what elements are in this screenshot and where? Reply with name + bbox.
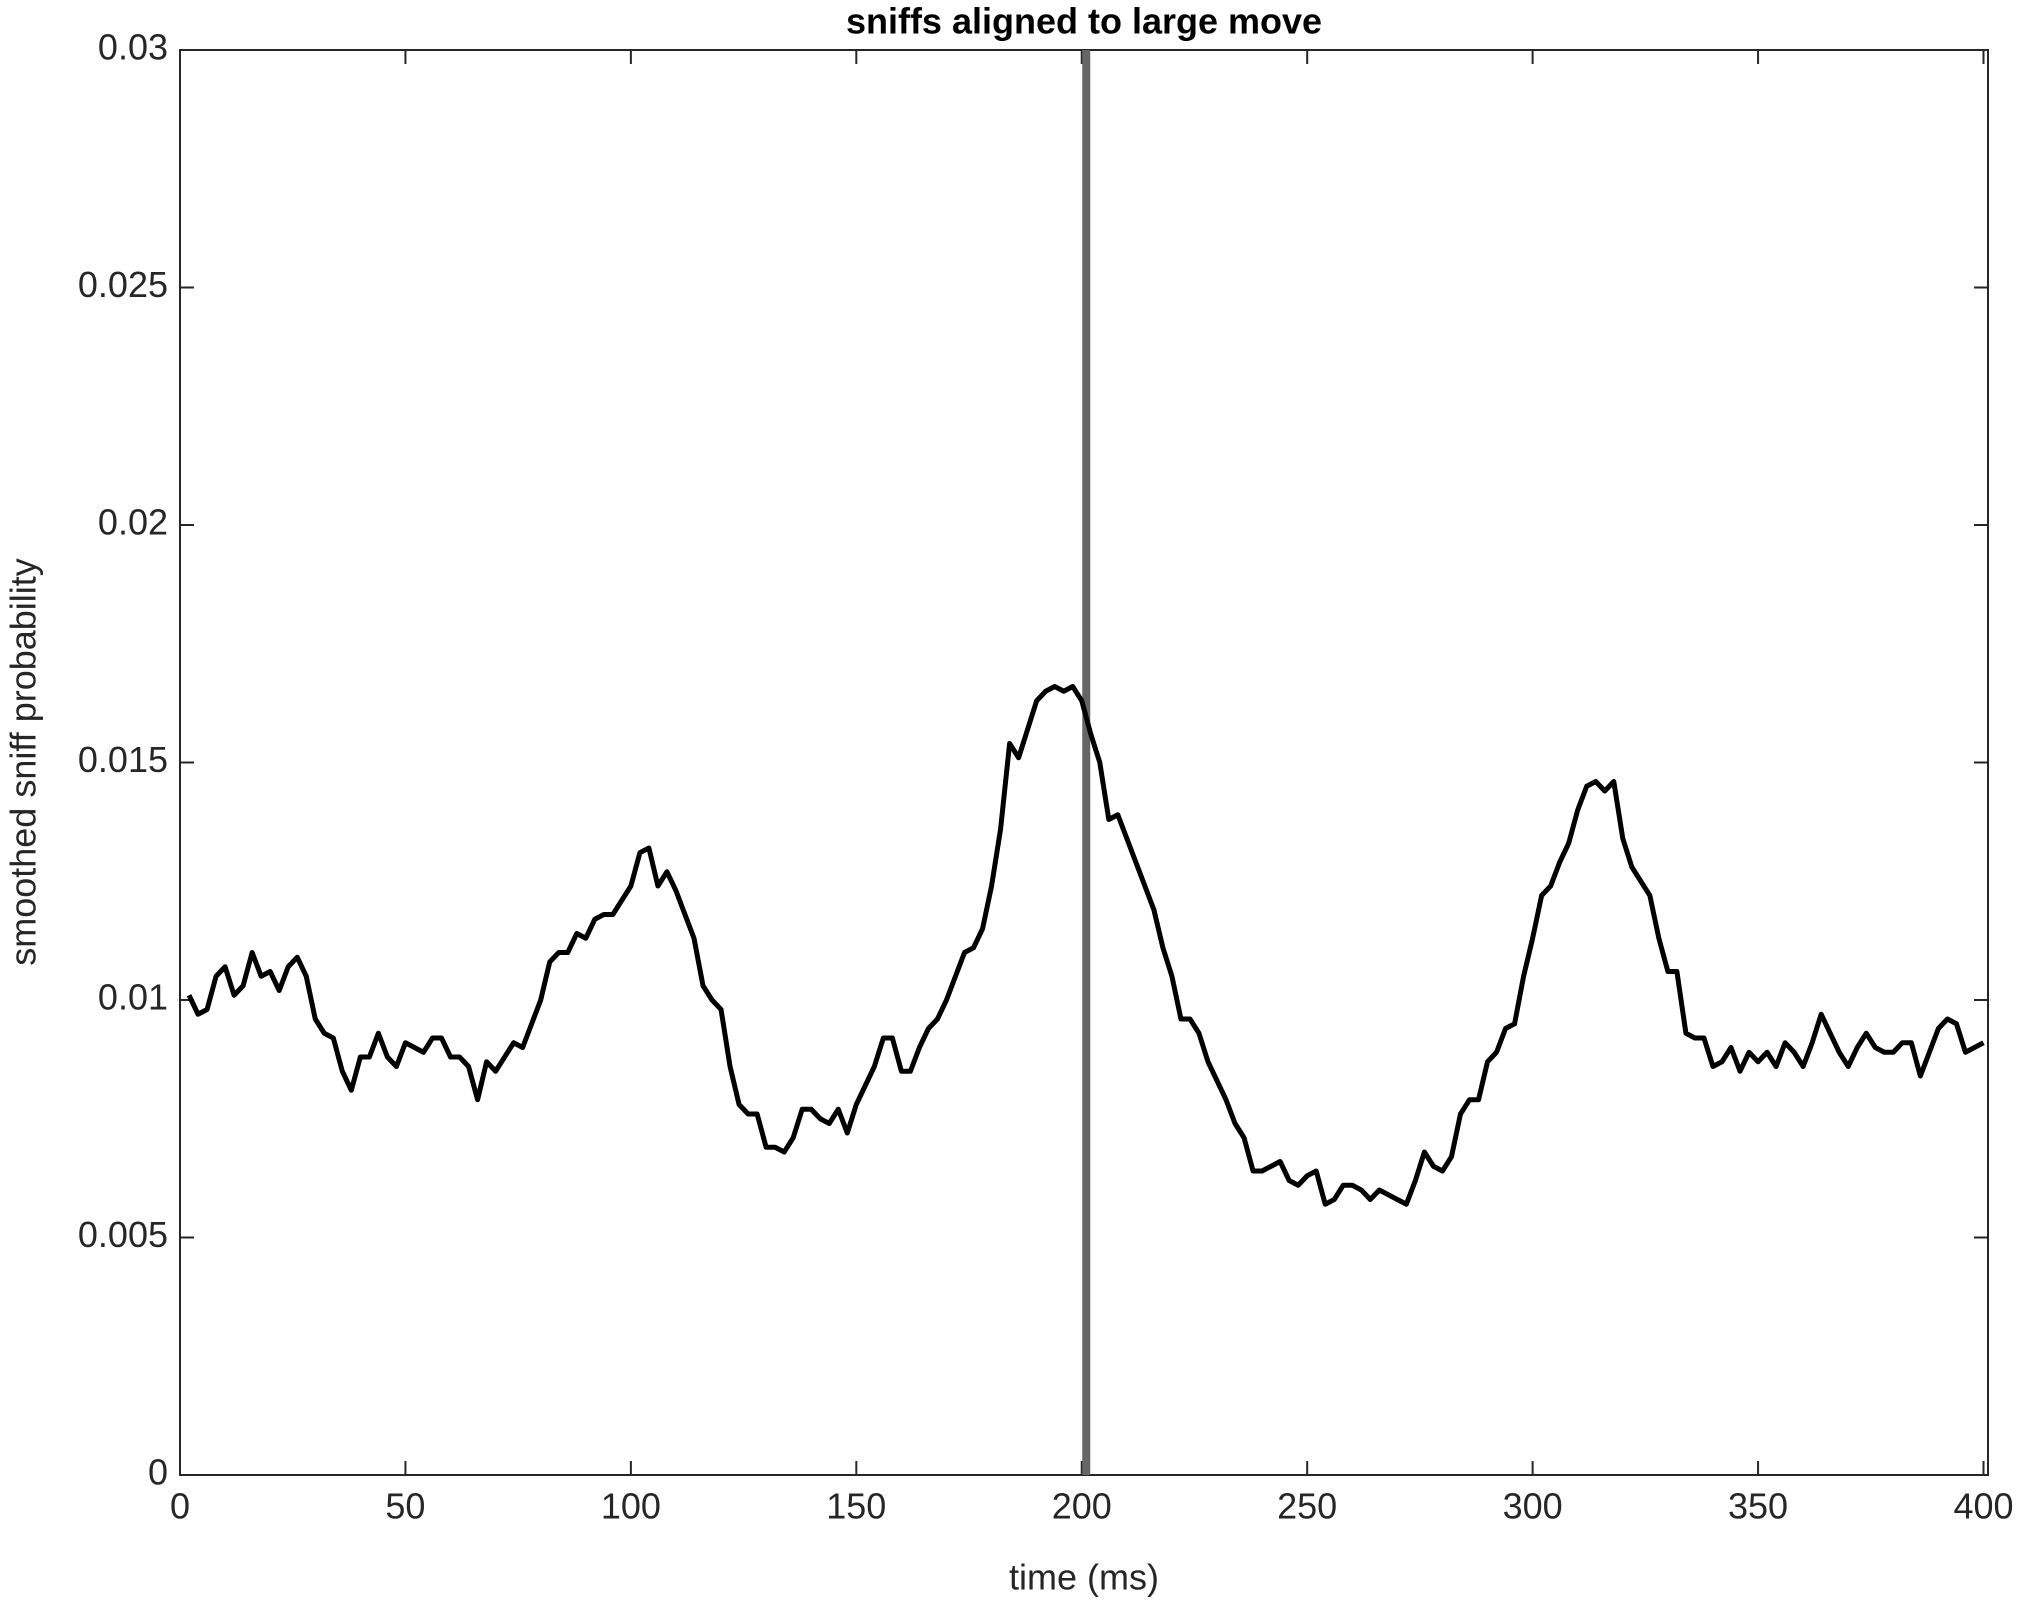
y-tick-label: 0.01 (98, 977, 168, 1018)
y-tick-label: 0.025 (78, 264, 168, 305)
y-tick-label: 0.03 (98, 27, 168, 68)
y-tick-label: 0.02 (98, 502, 168, 543)
x-tick-label: 0 (170, 1486, 190, 1527)
x-axis-label: time (ms) (1009, 1557, 1159, 1598)
y-tick-label: 0.015 (78, 739, 168, 780)
y-tick-label: 0 (148, 1452, 168, 1493)
chart-title: sniffs aligned to large move (846, 1, 1322, 42)
x-tick-label: 100 (601, 1486, 661, 1527)
x-tick-label: 400 (1953, 1486, 2013, 1527)
x-tick-label: 300 (1503, 1486, 1563, 1527)
data-line (186, 684, 1985, 1207)
x-tick-label: 200 (1052, 1486, 1112, 1527)
x-tick-label: 250 (1277, 1486, 1337, 1527)
x-tick-label: 350 (1728, 1486, 1788, 1527)
y-axis-label: smoothed sniff probability (3, 558, 44, 966)
x-tick-label: 50 (385, 1486, 425, 1527)
y-tick-label: 0.005 (78, 1214, 168, 1255)
x-tick-label: 150 (826, 1486, 886, 1527)
